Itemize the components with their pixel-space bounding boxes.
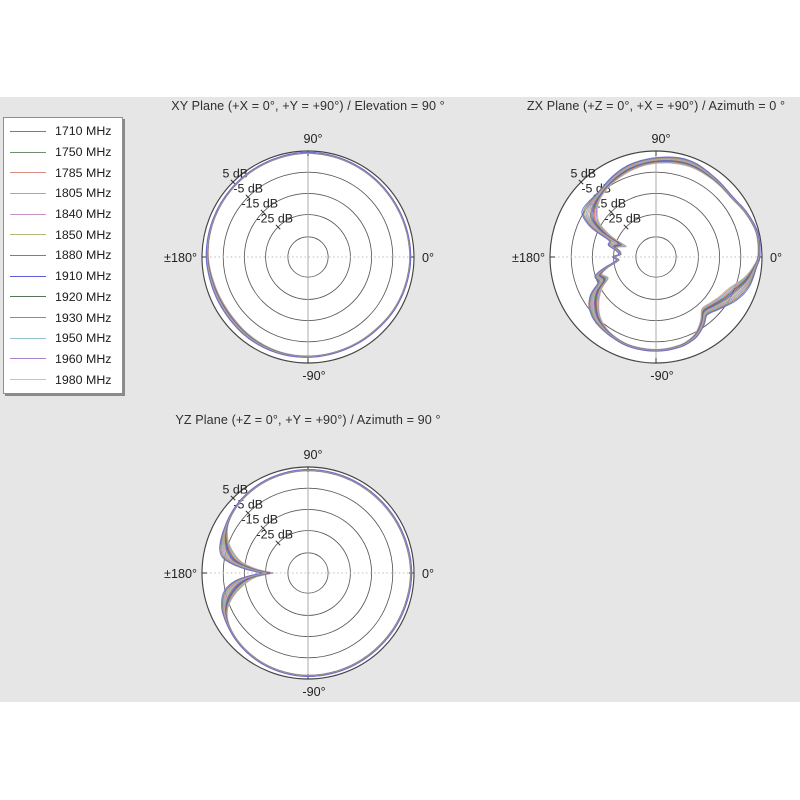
angle-label-right: 0°: [422, 251, 434, 265]
ring-label: 5 dB: [223, 167, 249, 181]
legend-color-line: [10, 192, 46, 194]
legend-item: 1960 MHz: [4, 349, 122, 369]
frequency-legend: 1710 MHz 1750 MHz 1785 MHz 1805 MHz 1840 MHz…: [3, 117, 123, 394]
legend-item: 1980 MHz: [4, 370, 122, 390]
angle-label-top: 90°: [303, 132, 322, 146]
angle-label-left: ±180°: [164, 251, 197, 265]
legend-item-label: 1805 MHz: [55, 186, 112, 201]
legend-item-label: 1950 MHz: [55, 331, 112, 346]
legend-item-label: 1880 MHz: [55, 248, 112, 263]
legend-item: 1910 MHz: [4, 266, 122, 286]
angle-label-bottom: -90°: [650, 369, 673, 383]
angle-label-top: 90°: [303, 448, 322, 462]
legend-color-line: [10, 172, 46, 174]
ring-label: -25 dB: [605, 212, 642, 226]
angle-label-left: ±180°: [164, 567, 197, 581]
angle-label-right: 0°: [422, 567, 434, 581]
legend-color-line: [10, 379, 46, 381]
legend-item: 1880 MHz: [4, 245, 122, 265]
legend-item: 1920 MHz: [4, 287, 122, 307]
angle-label-left: ±180°: [512, 251, 545, 265]
pattern-curve-1710-MHz: [581, 156, 761, 352]
ring-label: -5 dB: [233, 182, 263, 196]
polar-plot-xy: 5 dB-5 dB-15 dB-25 dB 90° 0° ±180° -90°: [164, 132, 434, 383]
legend-item-label: 1960 MHz: [55, 351, 112, 366]
legend-item: 1850 MHz: [4, 225, 122, 245]
angle-label-bottom: -90°: [302, 369, 325, 383]
plot-title-xy: XY Plane (+X = 0°, +Y = +90°) / Elevatio…: [171, 99, 445, 113]
legend-item: 1805 MHz: [4, 183, 122, 203]
legend-item: 1710 MHz: [4, 121, 122, 141]
legend-item-label: 1785 MHz: [55, 165, 112, 180]
legend-item: 1840 MHz: [4, 204, 122, 224]
legend-color-line: [10, 358, 46, 360]
plot-title-zx: ZX Plane (+Z = 0°, +X = +90°) / Azimuth …: [526, 99, 786, 113]
legend-item-label: 1710 MHz: [55, 124, 112, 139]
legend-color-line: [10, 275, 46, 277]
legend-color-line: [10, 317, 46, 319]
legend-item-label: 1920 MHz: [55, 289, 112, 304]
ring-label: 5 dB: [223, 483, 249, 497]
legend-color-line: [10, 337, 46, 339]
ring-label: -15 dB: [242, 513, 279, 527]
legend-color-line: [10, 130, 46, 132]
legend-color-line: [10, 254, 46, 256]
legend-item: 1930 MHz: [4, 308, 122, 328]
legend-color-line: [10, 213, 46, 215]
legend-item: 1750 MHz: [4, 142, 122, 162]
angle-label-top: 90°: [651, 132, 670, 146]
legend-item-label: 1910 MHz: [55, 269, 112, 284]
legend-item-label: 1840 MHz: [55, 207, 112, 222]
legend-item: 1950 MHz: [4, 328, 122, 348]
legend-color-line: [10, 151, 46, 153]
legend-item: 1785 MHz: [4, 163, 122, 183]
legend-item-label: 1930 MHz: [55, 310, 112, 325]
plot-title-yz: YZ Plane (+Z = 0°, +Y = +90°) / Azimuth …: [175, 413, 441, 427]
legend-color-line: [10, 296, 46, 298]
legend-item-label: 1850 MHz: [55, 227, 112, 242]
pattern-curve-1710-MHz: [219, 469, 413, 677]
angle-label-right: 0°: [770, 251, 782, 265]
legend-item-label: 1750 MHz: [55, 145, 112, 160]
angle-label-bottom: -90°: [302, 685, 325, 699]
ring-label: -25 dB: [257, 528, 294, 542]
ring-label: 5 dB: [571, 167, 597, 181]
legend-color-line: [10, 234, 46, 236]
legend-item-label: 1980 MHz: [55, 372, 112, 387]
ring-label: -15 dB: [242, 197, 279, 211]
pattern-curve-1710-MHz: [205, 151, 412, 358]
ring-label: -25 dB: [257, 212, 294, 226]
